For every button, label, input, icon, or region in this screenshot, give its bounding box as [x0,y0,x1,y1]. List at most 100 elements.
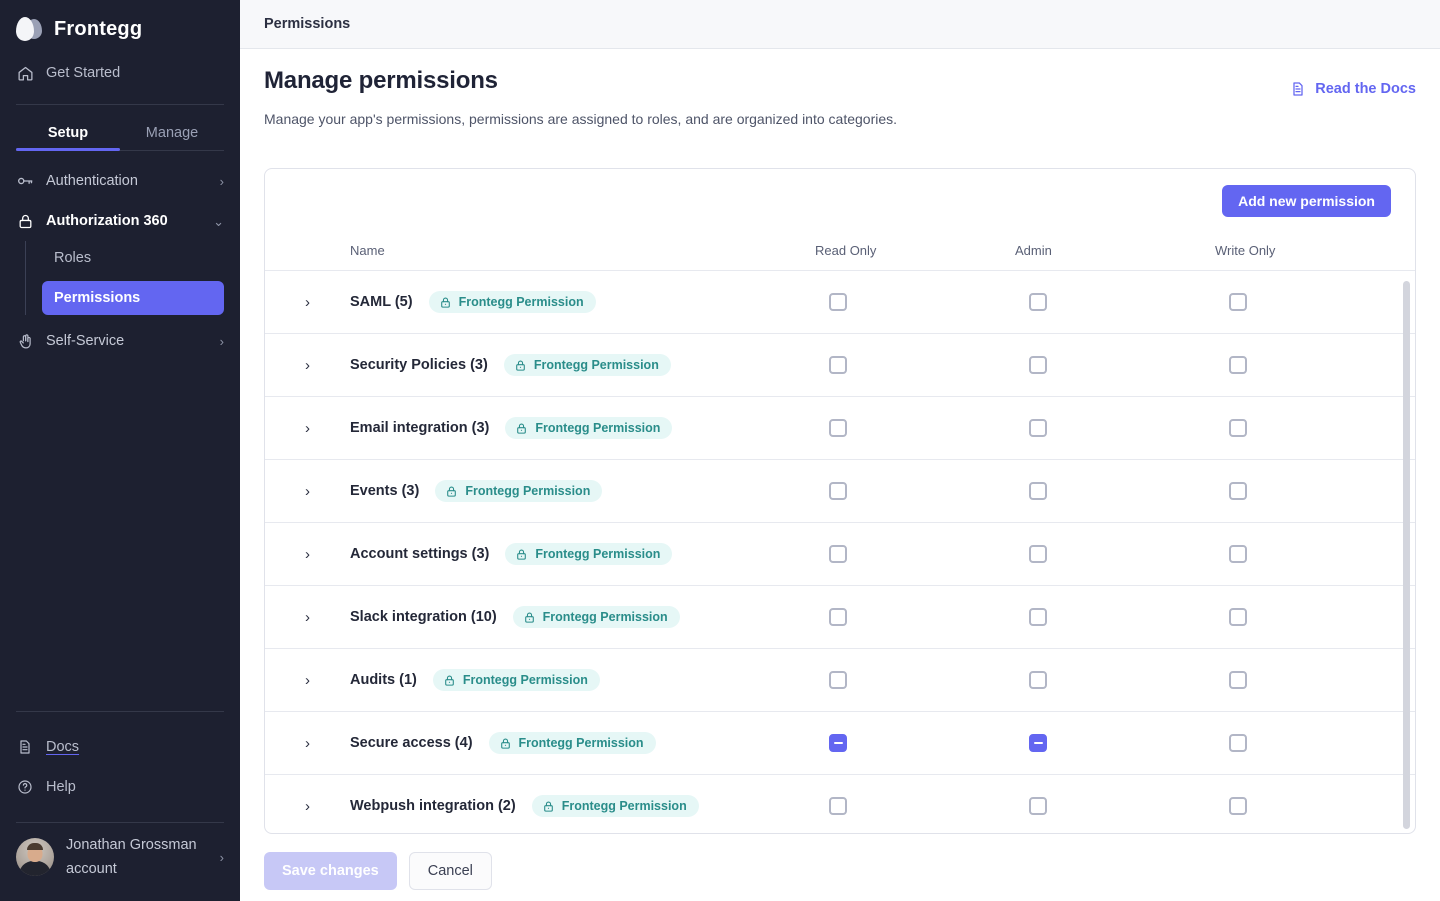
add-new-permission-button[interactable]: Add new permission [1222,185,1391,217]
chevron-right-icon[interactable]: › [219,333,224,349]
page-title: Manage permissions [264,67,498,94]
chevron-right-icon[interactable]: › [219,849,224,865]
checkbox[interactable] [829,797,847,815]
read-the-docs-link[interactable]: Read the Docs [1290,67,1416,97]
checkbox[interactable] [1229,797,1247,815]
checkbox[interactable] [1029,419,1047,437]
checkbox[interactable] [1029,734,1047,752]
status-badge: Frontegg Permission [488,732,656,754]
permission-category-name: Secure access (4) [350,735,473,751]
row-expand-toggle[interactable]: › [265,610,350,625]
breadcrumb: Permissions [264,16,351,32]
checkbox[interactable] [829,356,847,374]
tabs-underline [16,150,224,151]
sidebar-item-label: Help [46,779,76,795]
checkbox[interactable] [1029,356,1047,374]
row-name-cell: SAML (5) Frontegg Permission [350,291,815,313]
checkbox-cell [1215,797,1415,815]
table-row: › Events (3) Frontegg Permission [265,459,1415,522]
status-badge: Frontegg Permission [503,354,671,376]
account-switcher[interactable]: Jonathan Grossman account › [0,823,240,891]
status-badge: Frontegg Permission [512,606,680,628]
checkbox-cell [1015,419,1215,437]
checkbox[interactable] [829,293,847,311]
sidebar-submenu: Roles Permissions [25,241,224,315]
sidebar-item-permissions[interactable]: Permissions [42,281,224,315]
row-expand-toggle[interactable]: › [265,799,350,814]
row-expand-toggle[interactable]: › [265,673,350,688]
content-area: Manage permissions Manage your app's per… [240,49,1440,840]
table-row: › Account settings (3) Frontegg Permission [265,522,1415,585]
row-expand-toggle[interactable]: › [265,421,350,436]
tab-setup[interactable]: Setup [16,119,120,151]
lock-icon [515,422,528,435]
checkbox[interactable] [1229,482,1247,500]
status-badge-label: Frontegg Permission [535,547,661,561]
checkbox[interactable] [1229,419,1247,437]
document-icon [1290,81,1306,97]
checkbox[interactable] [829,482,847,500]
status-badge-label: Frontegg Permission [462,673,588,687]
sidebar-item-authorization-360[interactable]: Authorization 360 ⌄ [16,201,224,241]
row-expand-toggle[interactable]: › [265,736,350,751]
checkbox[interactable] [829,419,847,437]
checkbox[interactable] [1229,734,1247,752]
checkbox[interactable] [1029,797,1047,815]
checkbox[interactable] [1229,671,1247,689]
checkbox[interactable] [1229,545,1247,563]
column-header-read-only: Read Only [815,242,877,258]
checkbox[interactable] [829,608,847,626]
row-expand-toggle[interactable]: › [265,547,350,562]
checkbox[interactable] [1029,545,1047,563]
permission-category-name: Audits (1) [350,672,417,688]
lock-icon [499,737,512,750]
sidebar-item-get-started[interactable]: Get Started [0,56,240,90]
checkbox[interactable] [1029,608,1047,626]
sidebar-item-docs[interactable]: Docs [0,730,240,764]
checkbox[interactable] [829,734,847,752]
sidebar-item-self-service[interactable]: Self-Service › [16,321,224,361]
tab-manage[interactable]: Manage [145,125,199,141]
lock-icon [514,359,527,372]
sidebar-item-roles[interactable]: Roles [54,250,92,266]
status-badge: Frontegg Permission [435,480,603,502]
checkbox[interactable] [1229,608,1247,626]
checkbox-cell [1015,671,1215,689]
table-scrollbar[interactable] [1403,281,1410,829]
checkbox[interactable] [829,545,847,563]
cancel-button[interactable]: Cancel [408,851,492,890]
table-body: › SAML (5) Frontegg Permission › Security Po… [265,270,1415,828]
checkbox-cell [1015,608,1215,626]
row-expand-toggle[interactable]: › [265,295,350,310]
checkbox[interactable] [1229,293,1247,311]
row-name-cell: Email integration (3) Frontegg Permission [350,417,815,439]
checkbox-cell [815,482,1015,500]
checkbox[interactable] [1029,671,1047,689]
sidebar-item-help[interactable]: Help [0,770,240,804]
checkbox[interactable] [829,671,847,689]
chevron-right-icon[interactable]: › [219,173,224,189]
checkbox-cell [1215,734,1415,752]
brand[interactable]: Frontegg [0,0,240,56]
status-badge-label: Frontegg Permission [533,358,659,372]
checkbox[interactable] [1029,482,1047,500]
checkbox[interactable] [1029,293,1047,311]
sidebar-item-authentication[interactable]: Authentication › [16,161,224,201]
row-name-cell: Slack integration (10) Frontegg Permissio… [350,606,815,628]
checkbox-cell [1015,734,1215,752]
home-icon [16,64,34,82]
lock-icon [16,212,34,230]
table-row: › Secure access (4) Frontegg Permission [265,711,1415,774]
chevron-down-icon[interactable]: ⌄ [213,213,224,229]
save-changes-button[interactable]: Save changes [264,851,397,890]
checkbox-cell [1215,419,1415,437]
chevron-right-icon: › [305,797,310,815]
status-badge: Frontegg Permission [505,417,673,439]
checkbox-cell [815,797,1015,815]
row-expand-toggle[interactable]: › [265,484,350,499]
status-badge-label: Frontegg Permission [535,421,661,435]
checkbox[interactable] [1229,356,1247,374]
row-expand-toggle[interactable]: › [265,358,350,373]
action-bar: Save changes Cancel [240,840,1440,901]
checkbox-cell [1215,482,1415,500]
